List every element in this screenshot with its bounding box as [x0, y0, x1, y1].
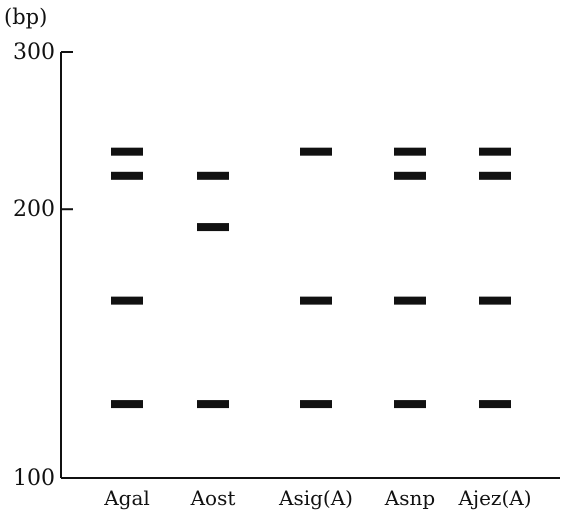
lane-label: Asig(A) — [278, 486, 353, 510]
gel-band — [111, 296, 143, 305]
gel-band — [394, 147, 426, 156]
gel-band — [394, 296, 426, 305]
lane-label: Ajez(A) — [457, 486, 531, 510]
gel-band — [300, 296, 332, 305]
lane-labels: Agal Aost Asig(A) Asnp Ajez(A) — [103, 486, 531, 510]
lane-label: Asnp — [384, 486, 435, 510]
gel-band — [111, 147, 143, 156]
bands — [111, 147, 511, 409]
y-axis-unit-label: (bp) — [4, 5, 47, 29]
gel-band — [394, 171, 426, 180]
gel-band — [479, 171, 511, 180]
gel-band — [197, 400, 229, 409]
y-ticks: 100 200 300 — [13, 40, 73, 491]
lane-label: Aost — [190, 486, 236, 510]
gel-band — [300, 400, 332, 409]
gel-band — [111, 171, 143, 180]
lane-label: Agal — [103, 486, 150, 510]
y-tick-label: 300 — [13, 40, 55, 65]
gel-band — [111, 400, 143, 409]
gel-band — [479, 400, 511, 409]
y-tick-label: 200 — [13, 197, 55, 222]
y-tick-label: 100 — [13, 466, 55, 491]
gel-band — [300, 147, 332, 156]
gel-band — [197, 171, 229, 180]
gel-band — [197, 223, 229, 232]
gel-band — [479, 147, 511, 156]
gel-band — [479, 296, 511, 305]
gel-band — [394, 400, 426, 409]
